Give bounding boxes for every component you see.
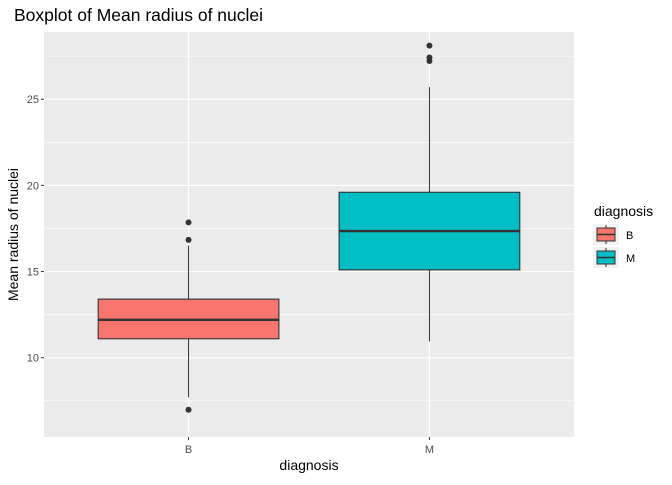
legend-label: B <box>626 230 633 242</box>
legend: diagnosis BM <box>593 203 653 268</box>
box-B <box>97 219 280 413</box>
outlier-point <box>185 236 192 243</box>
outlier-point <box>426 42 433 49</box>
x-tick-label: B <box>185 444 192 456</box>
legend-key-M: M <box>593 247 635 268</box>
legend-title: diagnosis <box>594 203 653 219</box>
y-tick-label: 25 <box>27 94 39 106</box>
box-M <box>338 42 521 342</box>
y-tick-label: 10 <box>27 353 39 365</box>
legend-key-B: B <box>593 224 633 245</box>
box-layer <box>97 42 521 413</box>
x-tick-label: M <box>425 444 434 456</box>
chart-title: Boxplot of Mean radius of nuclei <box>14 5 263 25</box>
outlier-point <box>185 219 192 226</box>
axis-layer: 10 15 20 25 B M <box>27 94 434 456</box>
outlier-point <box>185 406 192 413</box>
legend-label: M <box>626 253 635 265</box>
y-axis-label: Mean radius of nuclei <box>5 168 21 301</box>
y-tick-label: 20 <box>27 180 39 192</box>
x-axis-label: diagnosis <box>279 457 338 473</box>
y-tick-label: 15 <box>27 267 39 279</box>
outlier-point <box>426 54 433 61</box>
